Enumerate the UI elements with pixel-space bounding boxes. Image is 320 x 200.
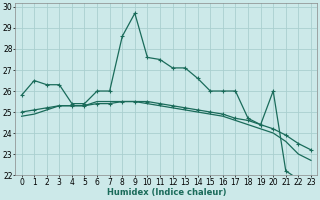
X-axis label: Humidex (Indice chaleur): Humidex (Indice chaleur) [107, 188, 226, 197]
